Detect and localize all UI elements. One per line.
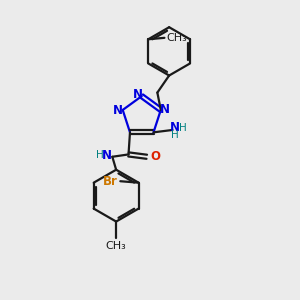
Text: H: H xyxy=(171,130,179,140)
Text: N: N xyxy=(133,88,142,101)
Text: H: H xyxy=(179,123,187,133)
Text: H: H xyxy=(96,150,104,160)
Text: N: N xyxy=(160,103,170,116)
Text: N: N xyxy=(102,149,112,162)
Text: CH₃: CH₃ xyxy=(106,241,127,251)
Text: N: N xyxy=(170,121,180,134)
Text: Br: Br xyxy=(103,175,118,188)
Text: N: N xyxy=(113,104,123,117)
Text: CH₃: CH₃ xyxy=(167,33,188,43)
Text: O: O xyxy=(151,150,160,163)
